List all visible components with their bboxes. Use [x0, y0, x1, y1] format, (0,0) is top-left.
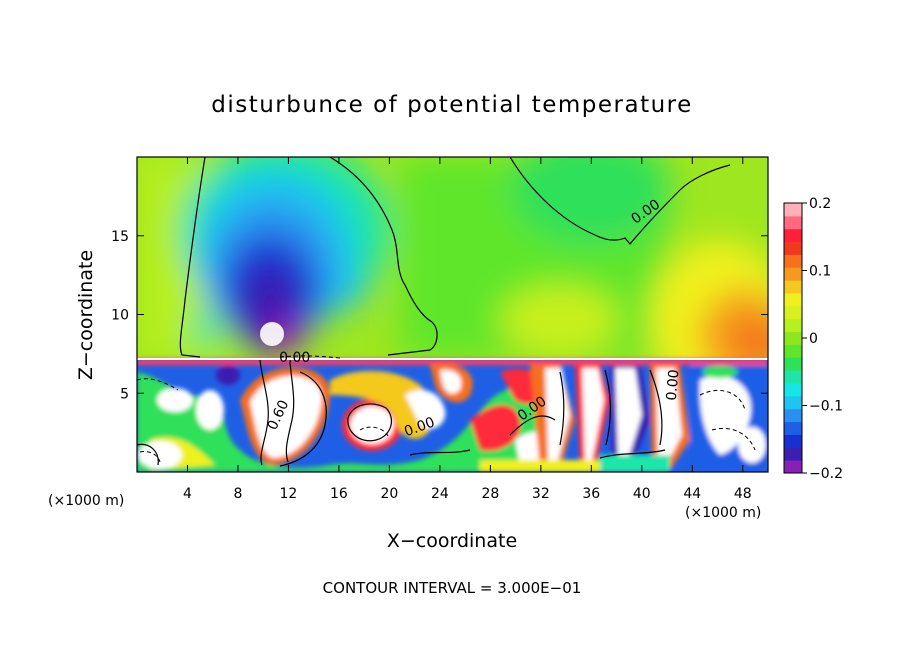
colorbar-cell — [784, 203, 802, 217]
colorbar-cell — [784, 408, 802, 423]
contour-label: 0.00 — [279, 350, 310, 366]
y-tick-label: 15 — [111, 229, 129, 245]
x-tick-label: 16 — [330, 486, 348, 502]
x-tick-label: 32 — [532, 486, 550, 502]
colorbar-cell — [784, 293, 802, 307]
x-axis: 4 8 12 16 20 24 28 32 36 40 44 48 — [183, 157, 752, 502]
colorbar-tick-label: 0.1 — [809, 264, 831, 280]
colorbar-cell — [784, 215, 802, 230]
x-tick-label: 36 — [582, 486, 600, 502]
x-tick-label: 28 — [481, 486, 499, 502]
x-unit-left: (×1000 m) — [48, 493, 124, 509]
x-tick-label: 24 — [431, 486, 449, 502]
colorbar-cell — [784, 305, 802, 320]
x-tick-label: 48 — [734, 486, 752, 502]
x-axis-label: X−coordinate — [387, 530, 517, 552]
colorbar-cell — [784, 421, 802, 435]
colorbar-cell — [784, 254, 802, 268]
y-axis-label: Z−coordinate — [75, 250, 97, 380]
contour-lines-dashed — [137, 355, 756, 463]
colorbar-cell — [784, 383, 802, 397]
colorbar-cell — [784, 395, 802, 410]
contour-label: 0.00 — [664, 369, 683, 401]
contour-lines — [137, 157, 731, 467]
plot-area: 0.000.000.60 0.000.000.00 — [137, 157, 768, 472]
x-tick-label: 12 — [280, 486, 298, 502]
colorbar-cell — [784, 344, 802, 358]
x-tick-label: 40 — [633, 486, 651, 502]
colorbar-cells — [784, 203, 802, 474]
colorbar-tick-label: 0 — [809, 331, 818, 347]
colorbar: 0.2 0.1 0 −0.1 −0.2 — [783, 196, 843, 482]
colorbar-cell — [784, 228, 802, 243]
colorbar-cell — [784, 280, 802, 294]
x-tick-label: 8 — [233, 486, 242, 502]
colorbar-cell — [784, 357, 802, 371]
colorbar-cell — [784, 447, 802, 461]
colorbar-tick-label: 0.2 — [809, 196, 831, 212]
contour-interval-note: CONTOUR INTERVAL = 3.000E−01 — [323, 579, 582, 597]
colorbar-cell — [784, 434, 802, 448]
colorbar-cell — [784, 267, 802, 281]
colorbar-cell — [784, 318, 802, 333]
colorbar-tick-label: −0.2 — [809, 466, 843, 482]
colorbar-cell — [784, 331, 802, 345]
chart-title: disturbunce of potential temperature — [211, 92, 693, 118]
colorbar-ticks: 0.2 0.1 0 −0.1 −0.2 — [802, 196, 843, 482]
colorbar-cell — [784, 241, 802, 255]
colorbar-cell — [784, 370, 802, 384]
y-axis: 5 10 15 — [111, 229, 768, 402]
colorbar-tick-label: −0.1 — [809, 399, 843, 415]
x-tick-label: 44 — [683, 486, 701, 502]
y-tick-label: 5 — [120, 386, 129, 402]
x-tick-label: 4 — [183, 486, 192, 502]
x-tick-label: 20 — [380, 486, 398, 502]
x-unit-right: (×1000 m) — [685, 505, 761, 521]
colorbar-cell — [784, 460, 802, 474]
y-tick-label: 10 — [111, 308, 129, 324]
